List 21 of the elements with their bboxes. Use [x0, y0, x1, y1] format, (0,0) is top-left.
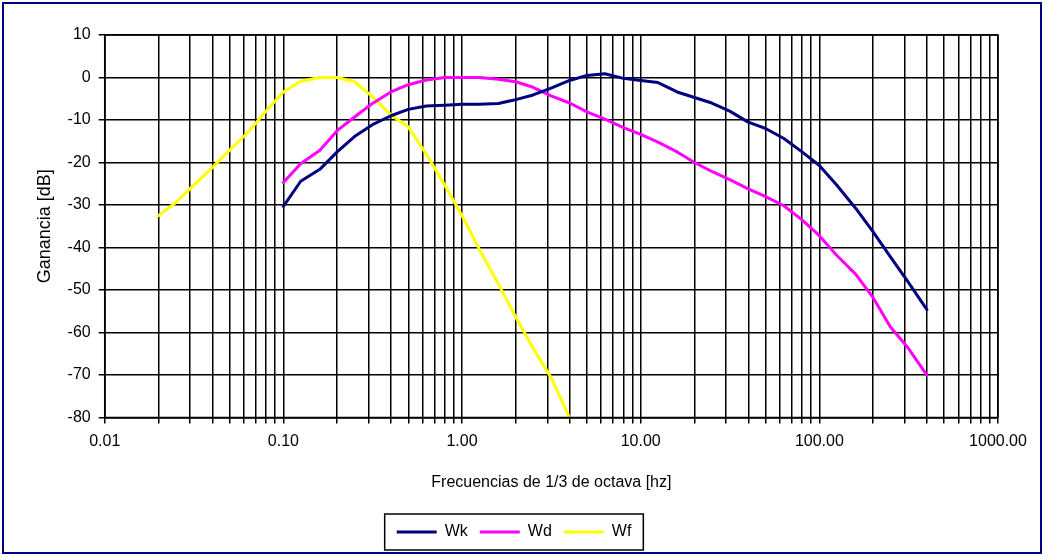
x-tick-label: 10.00: [620, 431, 661, 449]
y-tick-label: -50: [67, 280, 91, 298]
x-tick-label: 0.01: [89, 431, 121, 449]
y-tick-label: -40: [67, 237, 91, 255]
y-tick-label: -70: [67, 365, 91, 383]
y-tick-label: 0: [81, 67, 91, 85]
legend-label: Wk: [444, 522, 469, 540]
y-tick-label: 10: [72, 25, 91, 43]
legend-label: Wf: [611, 522, 632, 540]
x-tick-label: 1.00: [446, 431, 478, 449]
legend-label: Wd: [527, 522, 552, 540]
y-tick-label: -60: [67, 322, 91, 340]
y-tick-label: -30: [67, 195, 91, 213]
y-tick-label: -80: [67, 408, 91, 426]
x-tick-label: 1000.00: [969, 431, 1028, 449]
y-tick-label: -20: [67, 152, 91, 170]
y-tick-label: -10: [67, 110, 91, 128]
x-tick-label: 100.00: [794, 431, 844, 449]
x-axis-title: Frecuencias de 1/3 de octava [hz]: [431, 472, 672, 490]
y-axis-title: Ganancia [dB]: [33, 169, 54, 284]
x-tick-label: 0.10: [267, 431, 300, 449]
